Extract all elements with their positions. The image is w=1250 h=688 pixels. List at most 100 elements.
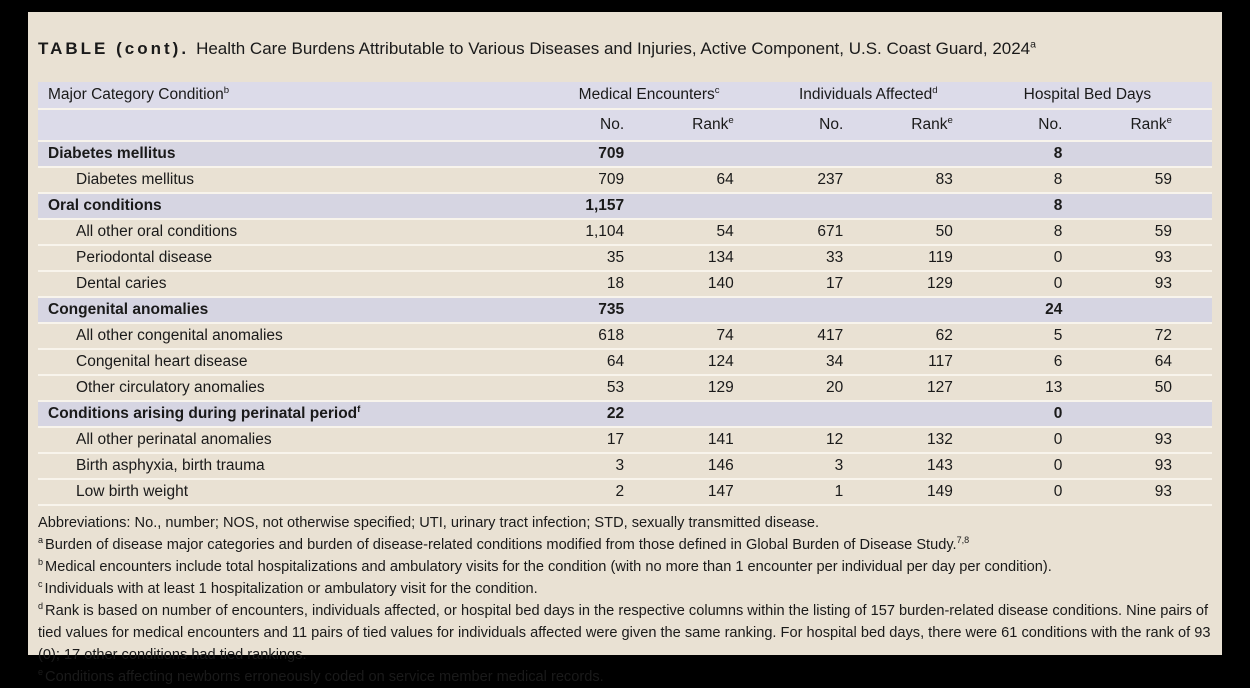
condition-label: Congenital heart disease bbox=[76, 353, 248, 370]
value-cell: 8 bbox=[1053, 223, 1063, 240]
col-header-me-rank-footnote-marker: e bbox=[728, 114, 734, 126]
table-row: Dental caries 18 140 17 129 0 93 bbox=[38, 271, 1212, 297]
footnote-d-marker: d bbox=[38, 601, 44, 612]
value-cell bbox=[883, 193, 993, 219]
condition-label: Diabetes mellitus bbox=[76, 171, 195, 188]
value-cell: 134 bbox=[707, 249, 734, 266]
col-header-medical-encounters: Medical Encountersc bbox=[554, 82, 774, 109]
value-cell: 237 bbox=[817, 171, 844, 188]
condition-cell: All other perinatal anomalies bbox=[38, 427, 555, 453]
table-title-label: TABLE (cont). bbox=[38, 39, 190, 58]
condition-label: All other oral conditions bbox=[76, 223, 238, 240]
value-cell: 0 bbox=[1053, 483, 1063, 500]
footnote-d-text: Rank is based on number of encounters, i… bbox=[38, 603, 1211, 663]
value-cell: 64 bbox=[606, 353, 625, 370]
value-cell: 54 bbox=[716, 223, 734, 240]
condition-cell: Birth asphyxia, birth trauma bbox=[38, 453, 555, 479]
condition-cell: Low birth weight bbox=[38, 479, 555, 505]
value-cell: 74 bbox=[716, 327, 734, 344]
value-cell bbox=[773, 297, 884, 323]
condition-label: Other circulatory anomalies bbox=[76, 379, 265, 396]
value-cell: 119 bbox=[928, 249, 953, 266]
table-title: TABLE (cont). Health Care Burdens Attribu… bbox=[38, 39, 1212, 59]
value-cell: 0 bbox=[1053, 431, 1063, 448]
value-cell: 709 bbox=[598, 171, 625, 188]
value-cell bbox=[883, 141, 993, 167]
value-cell bbox=[773, 141, 884, 167]
value-cell bbox=[1102, 141, 1212, 167]
value-cell: 53 bbox=[606, 379, 625, 396]
condition-cell: Conditions arising during perinatal peri… bbox=[38, 401, 555, 427]
value-cell: 146 bbox=[707, 457, 734, 474]
value-cell: 124 bbox=[707, 353, 734, 370]
condition-label: Congenital anomalies bbox=[48, 301, 209, 318]
table-row-category: Conditions arising during perinatal peri… bbox=[38, 401, 1212, 427]
col-header-ia-rank-label: Rank bbox=[911, 116, 948, 133]
value-cell bbox=[1102, 401, 1212, 427]
condition-label: Diabetes mellitus bbox=[48, 145, 176, 162]
footnote-b-text: Medical encounters include total hospita… bbox=[45, 559, 1052, 575]
footnote-c-marker: c bbox=[38, 579, 43, 590]
footnote-c-text: Individuals with at least 1 hospitalizat… bbox=[44, 581, 538, 597]
abbreviations-note: Abbreviations: No., number; NOS, not oth… bbox=[38, 515, 820, 531]
table-row: Congenital heart disease 64 124 34 117 6… bbox=[38, 349, 1212, 375]
table-row: Birth asphyxia, birth trauma 3 146 3 143… bbox=[38, 453, 1212, 479]
col-header-hospital-bed-days-label: Hospital Bed Days bbox=[1023, 86, 1152, 103]
table-header-row-subcolumns: No. Ranke No. Ranke No. Ranke bbox=[38, 109, 1212, 141]
value-cell: 132 bbox=[926, 431, 953, 448]
table-row: Other circulatory anomalies 53 129 20 12… bbox=[38, 375, 1212, 401]
col-header-medical-encounters-footnote-marker: c bbox=[714, 84, 720, 96]
value-cell: 129 bbox=[926, 275, 953, 292]
col-header-individuals-affected: Individuals Affectedd bbox=[773, 82, 993, 109]
value-cell bbox=[883, 297, 993, 323]
col-header-medical-encounters-label: Medical Encounters bbox=[578, 86, 715, 103]
table-row-category: Diabetes mellitus 709 8 bbox=[38, 141, 1212, 167]
footnote-a-marker: a bbox=[38, 535, 44, 546]
value-cell: 3 bbox=[834, 457, 844, 474]
value-cell: 18 bbox=[606, 275, 625, 292]
condition-cell: Diabetes mellitus bbox=[38, 167, 555, 193]
value-cell: 20 bbox=[826, 379, 844, 396]
footnote-c: c Individuals with at least 1 hospitaliza… bbox=[38, 578, 1212, 600]
value-cell: 129 bbox=[707, 379, 734, 396]
table-row: Low birth weight 2 147 1 149 0 93 bbox=[38, 479, 1212, 505]
value-cell: 24 bbox=[992, 297, 1103, 323]
col-header-ia-no: No. bbox=[773, 109, 884, 141]
value-cell: 2 bbox=[615, 483, 625, 500]
condition-cell: Periodontal disease bbox=[38, 245, 555, 271]
condition-label: Periodontal disease bbox=[76, 249, 213, 266]
value-cell: 12 bbox=[826, 431, 844, 448]
condition-cell: Oral conditions bbox=[38, 193, 555, 219]
col-header-hbd-no: No. bbox=[992, 109, 1103, 141]
table-row-category: Oral conditions 1,157 8 bbox=[38, 193, 1212, 219]
value-cell bbox=[664, 193, 774, 219]
value-cell: 62 bbox=[935, 327, 953, 344]
value-cell: 64 bbox=[1154, 353, 1172, 370]
condition-label: Birth asphyxia, birth trauma bbox=[76, 457, 265, 474]
value-cell: 13 bbox=[1045, 379, 1063, 396]
col-header-condition-label: Major Category Condition bbox=[48, 86, 224, 103]
value-cell: 35 bbox=[606, 249, 625, 266]
value-cell bbox=[1102, 193, 1212, 219]
col-header-hbd-rank-label: Rank bbox=[1130, 116, 1167, 133]
condition-cell: Dental caries bbox=[38, 271, 555, 297]
footnote-a-citation-marker: 7,8 bbox=[956, 535, 970, 546]
value-cell: 22 bbox=[554, 401, 665, 427]
footnote-e-marker: e bbox=[38, 667, 44, 678]
condition-cell: All other congenital anomalies bbox=[38, 323, 555, 349]
col-header-me-no: No. bbox=[554, 109, 665, 141]
table-row: Periodontal disease 35 134 33 119 0 93 bbox=[38, 245, 1212, 271]
condition-label: All other perinatal anomalies bbox=[76, 431, 272, 448]
footnotes: Abbreviations: No., number; NOS, not oth… bbox=[38, 512, 1212, 688]
value-cell: 0 bbox=[1053, 457, 1063, 474]
col-header-individuals-affected-label: Individuals Affected bbox=[798, 86, 933, 103]
condition-cell: Diabetes mellitus bbox=[38, 141, 555, 167]
value-cell bbox=[883, 401, 993, 427]
value-cell: 0 bbox=[1053, 249, 1063, 266]
col-header-empty bbox=[38, 109, 555, 141]
footnote-d: d Rank is based on number of encounters, … bbox=[38, 600, 1212, 666]
value-cell: 93 bbox=[1154, 457, 1172, 474]
value-cell: 149 bbox=[926, 483, 953, 500]
footnote-b-marker: b bbox=[38, 557, 44, 568]
col-header-me-rank-label: Rank bbox=[692, 116, 729, 133]
